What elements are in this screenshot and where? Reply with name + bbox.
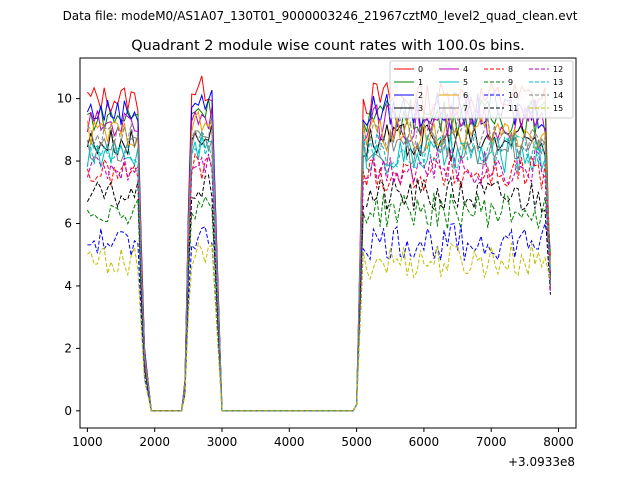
y-tick-label: 8 xyxy=(64,154,72,168)
series-line-0 xyxy=(87,75,551,412)
series-line-4 xyxy=(86,103,551,412)
series-line-6 xyxy=(86,110,551,412)
series-line-9 xyxy=(86,192,551,412)
series-line-8 xyxy=(86,152,551,412)
series-line-7 xyxy=(86,129,551,412)
y-tick-label: 10 xyxy=(57,92,72,106)
series-line-3 xyxy=(86,122,551,412)
series-line-1 xyxy=(87,98,551,412)
x-tick-label: 5000 xyxy=(341,435,372,449)
legend-label: 15 xyxy=(553,104,563,113)
legend-label: 0 xyxy=(418,65,423,74)
chart-suptitle: Data file: modeM0/AS1A07_130T01_90000032… xyxy=(63,9,578,23)
legend-label: 12 xyxy=(553,65,563,74)
series-line-15 xyxy=(87,242,551,412)
series-line-10 xyxy=(87,222,551,412)
legend-frame xyxy=(389,60,574,119)
x-axis: 1000 2000 3000 4000 5000 6000 7000 8000 xyxy=(72,428,574,449)
plot-frame xyxy=(79,57,577,429)
legend-label: 11 xyxy=(508,104,518,113)
x-tick-label: 4000 xyxy=(274,435,305,449)
y-tick-label: 6 xyxy=(64,216,72,230)
x-tick-label: 7000 xyxy=(476,435,507,449)
x-offset-label: +3.0933e8 xyxy=(508,455,575,469)
series-line-5 xyxy=(86,135,551,412)
legend-label: 14 xyxy=(553,91,563,100)
legend-label: 6 xyxy=(463,91,468,100)
series-line-13 xyxy=(86,130,551,412)
y-tick-label: 2 xyxy=(64,341,72,355)
x-tick-label: 3000 xyxy=(207,435,238,449)
series-line-12 xyxy=(86,148,551,412)
series-line-14 xyxy=(87,114,551,412)
legend-label: 8 xyxy=(508,65,513,74)
legend-label: 5 xyxy=(463,78,468,87)
x-tick-label: 1000 xyxy=(72,435,103,449)
legend-label: 3 xyxy=(418,104,423,113)
y-axis: 0 2 4 6 8 10 xyxy=(57,92,80,418)
legend-label: 13 xyxy=(553,78,563,87)
x-tick-label: 6000 xyxy=(409,435,440,449)
legend-label: 4 xyxy=(463,65,468,74)
y-tick-label: 4 xyxy=(64,279,72,293)
legend-label: 2 xyxy=(418,91,423,100)
x-tick-label: 2000 xyxy=(139,435,170,449)
x-tick-label: 8000 xyxy=(543,435,574,449)
legend-label: 10 xyxy=(508,91,518,100)
legend-label: 7 xyxy=(463,104,468,113)
series-line-11 xyxy=(86,174,551,412)
legend-label: 1 xyxy=(418,78,423,87)
y-tick-label: 0 xyxy=(64,404,72,418)
chart-title: Quadrant 2 module wise count rates with … xyxy=(131,38,525,54)
plot-lines xyxy=(86,75,551,412)
legend-label: 9 xyxy=(508,78,513,87)
